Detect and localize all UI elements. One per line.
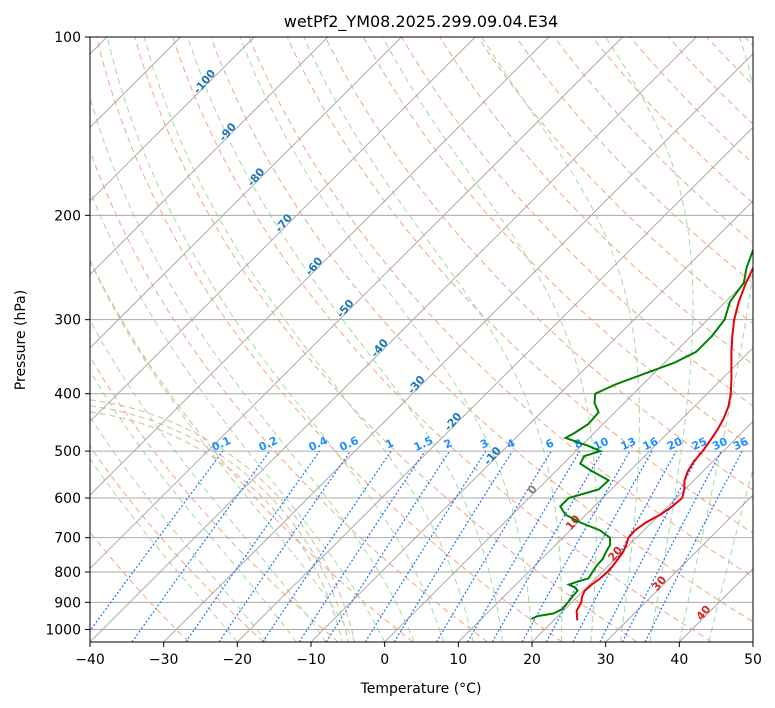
- dry-adiabat-line: [90, 445, 264, 642]
- mixing-ratio-label: 20: [665, 435, 685, 453]
- isotherm-line: [90, 37, 623, 570]
- y-tick-label: 100: [54, 30, 81, 46]
- moist-adiabat-line: [708, 467, 753, 642]
- dry-adiabat-line: [401, 37, 753, 407]
- mixing-ratio-line: [521, 450, 631, 642]
- moist-adiabat-line: [90, 260, 356, 642]
- temperature-profile-line: [575, 265, 753, 621]
- moist-adiabat-line: [303, 37, 563, 642]
- mixing-ratio-label: 36: [731, 435, 751, 453]
- curved-guide-line: [90, 405, 350, 642]
- mixing-ratio-label: 16: [641, 435, 661, 453]
- moist-adiabat-line: [90, 319, 327, 642]
- curved-guide-line: [90, 399, 356, 642]
- x-tick-label: −40: [75, 652, 105, 668]
- x-axis: −40 −30 −20 −10 0 10 20 30 40 50: [75, 642, 762, 668]
- mixing-ratio-label: 13: [619, 435, 638, 453]
- x-tick-label: 50: [744, 652, 762, 668]
- dry-adiabat-line: [515, 37, 753, 284]
- moist-adiabat-line: [382, 37, 597, 642]
- dry-adiabat-line: [134, 37, 638, 642]
- moist-adiabat-line: [481, 37, 640, 642]
- y-tick-label: 700: [54, 531, 81, 547]
- mixing-ratio-line: [393, 450, 513, 642]
- isotherm-line: [605, 494, 753, 642]
- mixing-ratio-line: [466, 450, 581, 642]
- isotherm-line: [90, 37, 402, 349]
- isotherm-line: [384, 273, 753, 642]
- x-tick-label: −30: [149, 652, 179, 668]
- mixing-ratio-line: [572, 450, 677, 642]
- y-tick-label: 200: [54, 208, 81, 224]
- mixing-ratio-line: [435, 450, 552, 642]
- dry-adiabat-line: [477, 37, 753, 325]
- x-tick-label: 30: [597, 652, 615, 668]
- dry-adiabat-line: [210, 37, 753, 623]
- y-axis: 100 200 300 400 500 600 700 800 900 1000: [45, 30, 90, 638]
- mixing-ratio-line: [185, 450, 321, 642]
- mixing-ratio-line: [491, 450, 604, 642]
- y-tick-label: 900: [54, 595, 81, 611]
- x-tick-label: 10: [449, 652, 467, 668]
- moist-adiabat-line: [90, 370, 297, 642]
- y-tick-label: 500: [54, 444, 81, 460]
- dry-adiabat-line: [248, 37, 753, 578]
- isotherm-line: [163, 53, 753, 642]
- mixing-ratio-line: [364, 450, 487, 642]
- curved-guide-line: [90, 411, 343, 642]
- x-tick-label: 40: [670, 652, 688, 668]
- isotherm-line: [310, 200, 753, 642]
- isotherm-line: [236, 126, 753, 642]
- dewpoint-profile-line: [531, 247, 753, 620]
- dry-adiabat-line: [591, 37, 753, 204]
- dry-adiabat-line: [90, 259, 414, 642]
- moist-adiabat-line: [106, 37, 445, 642]
- y-tick-label: 400: [54, 387, 81, 403]
- mixing-ratio-label: 30: [710, 435, 730, 453]
- x-tick-label: 20: [523, 652, 541, 668]
- moist-adiabat-line: [90, 189, 386, 642]
- moist-adiabat-line: [90, 416, 268, 642]
- dry-adiabat-line: [629, 37, 753, 165]
- mixing-ratio-line: [131, 450, 271, 642]
- isotherm-line: [90, 37, 329, 276]
- isotherm-line: [457, 347, 753, 642]
- isotherm-line: [90, 37, 476, 423]
- moist-adiabat-line: [605, 37, 694, 642]
- isotherm-line: [90, 37, 255, 202]
- plot-area: 0.1 0.2 0.4 0.6 1 1.5 2 3 4 6 8 10 13 16 20 25 30 36-100-…: [90, 37, 753, 642]
- dry-adiabat-line: [172, 37, 712, 642]
- isotherm-line: [531, 420, 753, 642]
- mixing-ratio-line: [298, 450, 426, 642]
- moist-adiabat-line: [90, 458, 238, 642]
- plot-frame: [89, 36, 754, 643]
- moist-adiabat-line: [678, 37, 753, 642]
- y-axis-label: Pressure (hPa): [13, 290, 29, 390]
- y-tick-label: 300: [54, 313, 81, 329]
- dry-adiabat-line: [96, 37, 563, 642]
- x-tick-label: 0: [380, 652, 389, 668]
- mixing-ratio-line: [545, 450, 653, 642]
- moist-adiabat-line: [187, 37, 503, 642]
- mixing-ratio-line: [218, 450, 351, 642]
- isotherm-line: [90, 37, 697, 642]
- mixing-ratio-line: [325, 450, 451, 642]
- y-tick-label: 800: [54, 565, 81, 581]
- mixing-ratio-line: [90, 450, 224, 632]
- isotherm-line: [90, 37, 550, 496]
- moist-adiabat-line: [143, 37, 474, 642]
- moist-adiabat-line: [90, 95, 415, 642]
- y-tick-label: 1000: [45, 622, 81, 638]
- chart-title: wetPf2_YM08.2025.299.09.04.E34: [284, 12, 558, 32]
- x-tick-label: −20: [223, 652, 253, 668]
- dry-adiabat-line: [324, 37, 753, 491]
- x-tick-label: −10: [296, 652, 326, 668]
- x-axis-label: Temperature (°C): [360, 681, 482, 697]
- y-tick-label: 600: [54, 491, 81, 507]
